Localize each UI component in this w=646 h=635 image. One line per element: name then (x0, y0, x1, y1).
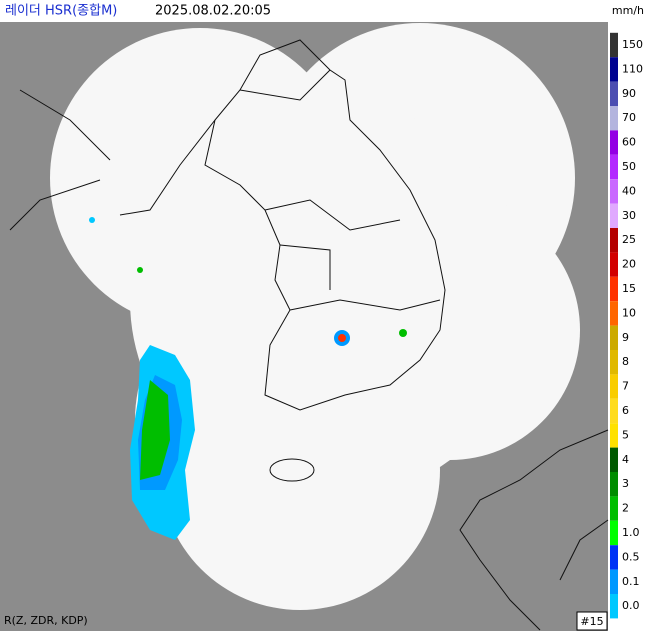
legend-swatch (610, 106, 618, 131)
legend-label: 150 (622, 38, 643, 51)
legend-label: 90 (622, 87, 636, 100)
legend-label: 15 (622, 282, 636, 295)
legend: 150 110 90 70 60 50 40 30 25 20 15 10 9 8 7 6 5 4 3 2 1.0 0.5… (610, 32, 643, 619)
map (0, 22, 609, 631)
legend-label: 0.1 (622, 575, 640, 588)
legend-label: 8 (622, 355, 629, 368)
legend-label: 25 (622, 233, 636, 246)
legend-label: 70 (622, 111, 636, 124)
legend-swatch (610, 520, 618, 546)
legend-label: 30 (622, 209, 636, 222)
legend-label: 5 (622, 428, 629, 441)
legend-swatch (610, 228, 618, 253)
legend-label: 0.5 (622, 550, 640, 563)
coastlines (9, 39, 609, 631)
variables: R(Z, ZDR, KDP) (4, 614, 88, 627)
legend-label: 6 (622, 404, 629, 417)
legend-swatch (610, 545, 618, 570)
legend-label: 20 (622, 258, 636, 271)
legend-swatch (610, 252, 618, 277)
legend-swatch (610, 496, 618, 521)
legend-label: 3 (622, 477, 629, 490)
frame-number: #15 (580, 615, 603, 628)
legend-swatch (610, 154, 618, 180)
legend-swatch (610, 203, 618, 228)
frame-box (576, 611, 608, 631)
legend-label: 110 (622, 62, 643, 75)
legend-label: 2 (622, 502, 629, 515)
legend-label: 10 (622, 306, 636, 319)
legend-label: 50 (622, 160, 636, 173)
legend-swatch (610, 130, 618, 155)
unit: mm/h (612, 4, 644, 17)
legend-swatch (610, 32, 618, 58)
legend-swatch (610, 594, 618, 619)
title: 레이더 HSR(종합M) (5, 4, 117, 19)
legend-label: 0.0 (622, 599, 640, 612)
legend-swatch (610, 179, 618, 204)
legend-swatch (610, 57, 618, 82)
legend-swatch (610, 398, 618, 424)
radar-coverage (50, 23, 580, 610)
legend-swatch (610, 301, 618, 326)
legend-label: 1.0 (622, 526, 640, 539)
legend-label: 7 (622, 380, 629, 393)
legend-swatch (610, 423, 618, 448)
legend-swatch (610, 374, 618, 399)
legend-label: 40 (622, 184, 636, 197)
legend-swatch (610, 472, 618, 497)
timestamp: 2025.08.02.20:05 (155, 4, 271, 19)
legend-swatch (610, 447, 618, 472)
legend-swatch (610, 569, 618, 594)
legend-swatch (610, 276, 618, 302)
precipitation (89, 217, 407, 540)
legend-swatch (610, 81, 618, 106)
legend-swatch (610, 325, 618, 350)
legend-label: 9 (622, 331, 629, 344)
legend-swatch (610, 350, 618, 375)
legend-label: 4 (622, 453, 629, 466)
legend-label: 60 (622, 136, 636, 149)
